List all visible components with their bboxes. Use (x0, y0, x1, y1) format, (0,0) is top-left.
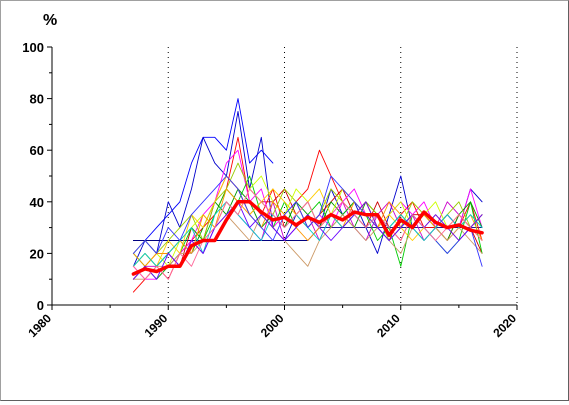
y-tick-label-80: 80 (30, 92, 44, 107)
y-axis-unit-label: % (43, 12, 57, 29)
tick-labels: 0 20 40 60 80 100 1980 1990 2000 2010 2020% (22, 12, 519, 340)
series-lines (131, 98, 484, 293)
y-tick-label-20: 20 (30, 246, 44, 261)
series-line-average (131, 200, 484, 276)
x-tick-label-2000: 2000 (258, 311, 287, 340)
series-line-18 (132, 188, 483, 280)
y-tick-label-100: 100 (22, 40, 44, 55)
gridlines (167, 47, 518, 305)
y-tick-label-60: 60 (30, 143, 44, 158)
x-tick-label-2020: 2020 (490, 311, 519, 340)
y-tick-label-0: 0 (37, 298, 44, 313)
series-line-1 (132, 98, 274, 241)
y-tick-label-40: 40 (30, 195, 44, 210)
x-tick-label-1990: 1990 (142, 311, 171, 340)
x-tick-label-2010: 2010 (374, 311, 403, 340)
x-tick-label-1980: 1980 (25, 311, 54, 340)
axes (47, 46, 518, 310)
